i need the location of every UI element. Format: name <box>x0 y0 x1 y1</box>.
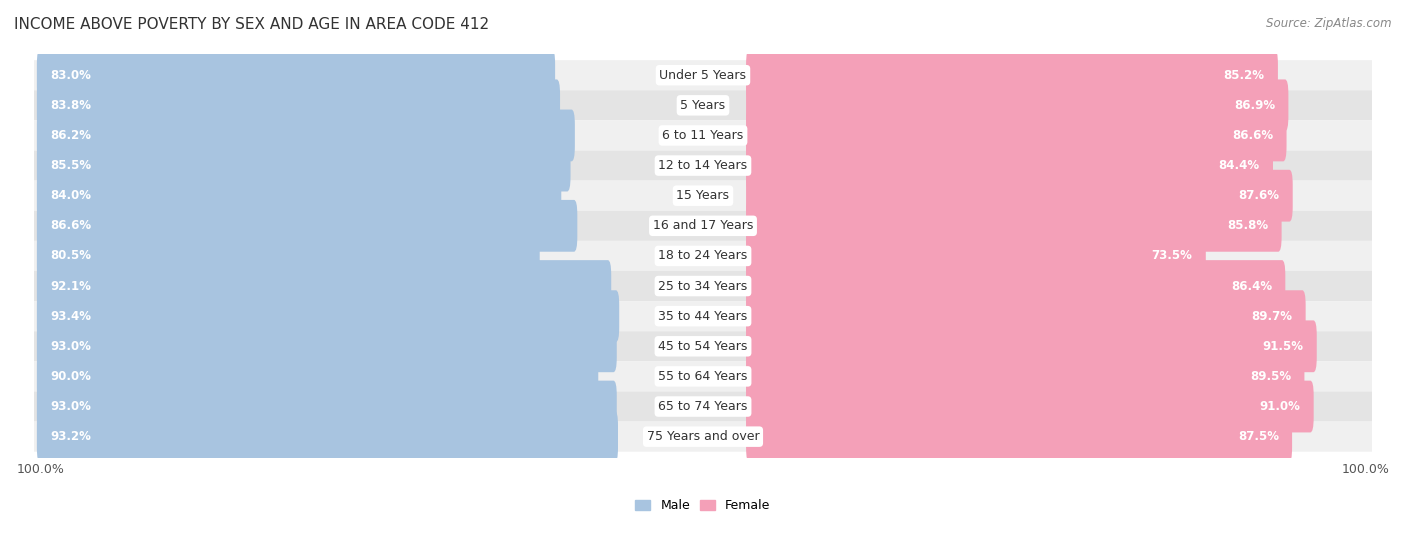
Text: 93.0%: 93.0% <box>51 340 91 353</box>
Text: 86.6%: 86.6% <box>1232 129 1274 142</box>
FancyBboxPatch shape <box>747 290 1306 342</box>
Text: 80.5%: 80.5% <box>51 249 91 262</box>
Text: 25 to 34 Years: 25 to 34 Years <box>658 280 748 292</box>
FancyBboxPatch shape <box>37 350 599 402</box>
FancyBboxPatch shape <box>34 331 1386 361</box>
FancyBboxPatch shape <box>37 110 575 162</box>
Text: 84.4%: 84.4% <box>1219 159 1260 172</box>
Text: 12 to 14 Years: 12 to 14 Years <box>658 159 748 172</box>
Text: INCOME ABOVE POVERTY BY SEX AND AGE IN AREA CODE 412: INCOME ABOVE POVERTY BY SEX AND AGE IN A… <box>14 17 489 32</box>
FancyBboxPatch shape <box>37 230 540 282</box>
FancyBboxPatch shape <box>34 150 1386 181</box>
Text: 89.5%: 89.5% <box>1250 370 1291 383</box>
Text: 45 to 54 Years: 45 to 54 Years <box>658 340 748 353</box>
FancyBboxPatch shape <box>34 211 1386 241</box>
Text: 93.4%: 93.4% <box>51 310 91 323</box>
Text: 15 Years: 15 Years <box>676 189 730 202</box>
Text: 93.0%: 93.0% <box>51 400 91 413</box>
Text: 89.7%: 89.7% <box>1251 310 1292 323</box>
FancyBboxPatch shape <box>34 241 1386 271</box>
FancyBboxPatch shape <box>747 110 1286 162</box>
Text: 86.2%: 86.2% <box>51 129 91 142</box>
FancyBboxPatch shape <box>34 120 1386 150</box>
Text: 55 to 64 Years: 55 to 64 Years <box>658 370 748 383</box>
FancyBboxPatch shape <box>747 381 1313 433</box>
FancyBboxPatch shape <box>747 140 1272 192</box>
Text: 91.5%: 91.5% <box>1263 340 1303 353</box>
Text: 92.1%: 92.1% <box>51 280 91 292</box>
FancyBboxPatch shape <box>747 170 1292 221</box>
Text: 84.0%: 84.0% <box>51 189 91 202</box>
FancyBboxPatch shape <box>747 350 1305 402</box>
FancyBboxPatch shape <box>34 181 1386 211</box>
FancyBboxPatch shape <box>37 200 578 252</box>
Text: 6 to 11 Years: 6 to 11 Years <box>662 129 744 142</box>
FancyBboxPatch shape <box>34 361 1386 391</box>
Text: 86.9%: 86.9% <box>1234 99 1275 112</box>
Text: 65 to 74 Years: 65 to 74 Years <box>658 400 748 413</box>
Text: 75 Years and over: 75 Years and over <box>647 430 759 443</box>
Text: Under 5 Years: Under 5 Years <box>659 69 747 82</box>
Text: 85.5%: 85.5% <box>51 159 91 172</box>
FancyBboxPatch shape <box>34 271 1386 301</box>
FancyBboxPatch shape <box>747 320 1317 372</box>
FancyBboxPatch shape <box>747 230 1206 282</box>
Text: 90.0%: 90.0% <box>51 370 91 383</box>
Text: 73.5%: 73.5% <box>1152 249 1192 262</box>
Text: 5 Years: 5 Years <box>681 99 725 112</box>
Text: 35 to 44 Years: 35 to 44 Years <box>658 310 748 323</box>
FancyBboxPatch shape <box>34 301 1386 331</box>
FancyBboxPatch shape <box>34 421 1386 452</box>
FancyBboxPatch shape <box>747 200 1282 252</box>
Text: 83.0%: 83.0% <box>51 69 91 82</box>
FancyBboxPatch shape <box>747 260 1285 312</box>
Text: 86.4%: 86.4% <box>1230 280 1272 292</box>
FancyBboxPatch shape <box>34 391 1386 421</box>
Text: 86.6%: 86.6% <box>51 219 91 233</box>
FancyBboxPatch shape <box>747 49 1278 101</box>
FancyBboxPatch shape <box>37 290 619 342</box>
FancyBboxPatch shape <box>37 79 560 131</box>
FancyBboxPatch shape <box>747 411 1292 462</box>
FancyBboxPatch shape <box>37 170 561 221</box>
FancyBboxPatch shape <box>37 381 617 433</box>
FancyBboxPatch shape <box>37 411 619 462</box>
Text: 87.6%: 87.6% <box>1239 189 1279 202</box>
Text: Source: ZipAtlas.com: Source: ZipAtlas.com <box>1267 17 1392 30</box>
Text: 87.5%: 87.5% <box>1237 430 1279 443</box>
FancyBboxPatch shape <box>34 60 1386 90</box>
Text: 16 and 17 Years: 16 and 17 Years <box>652 219 754 233</box>
FancyBboxPatch shape <box>37 260 612 312</box>
FancyBboxPatch shape <box>34 90 1386 120</box>
Text: 83.8%: 83.8% <box>51 99 91 112</box>
FancyBboxPatch shape <box>37 49 555 101</box>
Legend: Male, Female: Male, Female <box>636 499 770 512</box>
Text: 91.0%: 91.0% <box>1260 400 1301 413</box>
FancyBboxPatch shape <box>37 140 571 192</box>
Text: 85.2%: 85.2% <box>1223 69 1264 82</box>
Text: 85.8%: 85.8% <box>1227 219 1268 233</box>
FancyBboxPatch shape <box>747 79 1288 131</box>
Text: 18 to 24 Years: 18 to 24 Years <box>658 249 748 262</box>
FancyBboxPatch shape <box>37 320 617 372</box>
Text: 93.2%: 93.2% <box>51 430 91 443</box>
